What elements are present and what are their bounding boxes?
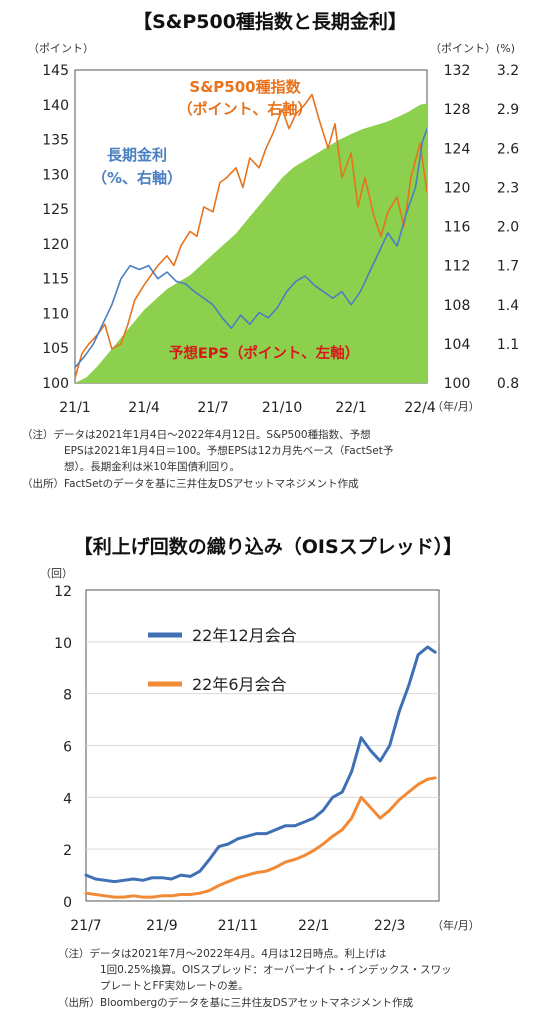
chart1-sp500-line-group (74, 93, 428, 379)
left-tick-label: 145 (42, 63, 69, 79)
x-tick-label: 21/11 (218, 918, 258, 934)
chart1-right-ticks-sp: 100 104 108 112 116 120 124 128 132 (444, 63, 471, 392)
x-tick-label: 21/7 (70, 918, 101, 934)
dec-meeting-line (84, 645, 437, 884)
right-tick-label-rate: 1.4 (497, 298, 519, 314)
y-tick-label: 10 (54, 636, 72, 652)
right-tick-label-rate: 2.6 (497, 141, 519, 157)
y-tick-label: 6 (63, 740, 72, 756)
chart1-right-unit-far: (%) (496, 42, 515, 55)
chart2-gridlines (86, 641, 439, 850)
annotation-rate-line2: （%、右軸） (92, 169, 182, 187)
x-tick-label: 21/4 (128, 400, 160, 416)
annotation-sp-line1: S&P500種指数 (189, 78, 301, 96)
chart2-note-1: （注）データは2021年7月～2022年4月。4月は12日時点。利上げは (58, 947, 386, 960)
chart1-x-ticks: 21/1 21/4 21/7 21/10 22/1 22/4 (59, 400, 436, 416)
right-tick-label-sp: 108 (444, 298, 471, 314)
annotation-rate-line1: 長期金利 (107, 146, 167, 164)
chart1-right-ticks-rate: 0.8 1.1 1.4 1.7 2.0 2.3 2.6 2.9 3.2 (497, 63, 519, 392)
chart2-y-ticks: 0 2 4 6 8 10 12 (54, 584, 72, 911)
left-tick-label: 105 (42, 341, 69, 357)
chart1-rate-line-group (74, 128, 428, 368)
right-tick-label-rate: 1.7 (497, 259, 519, 275)
chart1-eps-area-group (75, 103, 427, 384)
left-tick-label: 135 (42, 133, 69, 149)
y-tick-label: 12 (54, 584, 72, 600)
chart1-note-3: 想）。長期金利は米10年国債利回り。 (64, 460, 240, 473)
right-tick-label-rate: 2.0 (497, 220, 519, 236)
chart2-note-3: プレートとFF実効レートの差。 (100, 979, 249, 992)
annotation-sp-line2: （ポイント、右軸） (178, 100, 313, 118)
left-tick-label: 100 (42, 376, 69, 392)
right-tick-label-sp: 112 (444, 259, 471, 275)
left-tick-label: 130 (42, 167, 69, 183)
x-tick-label: 22/4 (404, 400, 436, 416)
y-tick-label: 8 (63, 688, 72, 704)
left-tick-label: 125 (42, 202, 69, 218)
right-tick-label-sp: 116 (444, 220, 471, 236)
legend-label-dec: 22年12月会合 (192, 626, 297, 645)
chart1-left-ticks: 100 105 110 115 120 125 130 135 140 145 (42, 63, 69, 392)
chart1-period-unit: （年/月） (432, 399, 480, 413)
left-tick-label: 115 (42, 272, 69, 288)
rate-line (74, 128, 428, 368)
right-tick-label-rate: 2.3 (497, 180, 519, 196)
x-tick-label: 21/9 (146, 918, 177, 934)
right-tick-label-sp: 120 (444, 180, 471, 196)
chart1-right-unit-mid: （ポイント） (430, 42, 496, 55)
chart2-series-group (84, 645, 437, 899)
x-tick-label: 21/7 (197, 400, 228, 416)
chart1-source: （出所）FactSetのデータを基に三井住友DSアセットマネジメント作成 (22, 477, 359, 490)
right-tick-label-rate: 0.8 (497, 376, 519, 392)
right-tick-label-sp: 104 (444, 337, 471, 353)
left-tick-label: 140 (42, 98, 69, 114)
x-tick-label: 22/3 (374, 918, 405, 934)
y-tick-label: 2 (63, 843, 72, 859)
x-tick-label: 21/1 (59, 400, 90, 416)
chart2-y-unit: （回） (40, 567, 73, 580)
y-tick-label: 4 (63, 791, 72, 807)
chart2-title: 【利上げ回数の織り込み（OISスプレッド）】 (74, 535, 462, 558)
eps-area (75, 103, 427, 384)
chart2-x-ticks: 21/7 21/9 21/11 22/1 22/3 (70, 918, 405, 934)
right-tick-label-rate: 2.9 (497, 102, 519, 118)
right-tick-label-rate: 1.1 (497, 337, 519, 353)
left-tick-label: 110 (42, 306, 69, 322)
left-tick-label: 120 (42, 237, 69, 253)
x-tick-label: 22/1 (298, 918, 329, 934)
jun-meeting-line (84, 776, 437, 899)
chart2-source: （出所）Bloombergのデータを基に三井住友DSアセットマネジメント作成 (58, 996, 414, 1009)
chart1-left-unit: （ポイント） (28, 42, 94, 55)
chart2-period-unit: （年/月） (432, 918, 480, 932)
chart1-note-1: （注）データは2021年1月4日～2022年4月12日。S&P500種指数、予想 (22, 428, 371, 441)
y-tick-label: 0 (63, 895, 72, 911)
legend-label-jun: 22年6月会合 (192, 675, 287, 694)
chart2-note-2: 1回0.25%換算。OISスプレッド：オーバーナイト・インデックス・スワッ (100, 963, 452, 976)
right-tick-label-sp: 100 (444, 376, 471, 392)
x-tick-label: 22/1 (335, 400, 366, 416)
right-tick-label-rate: 3.2 (497, 63, 519, 79)
right-tick-label-sp: 132 (444, 63, 471, 79)
chart2-legend: 22年12月会合 22年6月会合 (148, 626, 297, 694)
x-tick-label: 21/10 (262, 400, 302, 416)
sp500-line (74, 93, 428, 379)
right-tick-label-sp: 128 (444, 102, 471, 118)
right-tick-label-sp: 124 (444, 141, 471, 157)
annotation-eps: 予想EPS（ポイント、左軸） (169, 344, 359, 362)
chart1-note-2: EPSは2021年1月4日＝100。予想EPSは12カ月先ベース（FactSet… (64, 444, 393, 457)
chart1-title: 【S&P500種指数と長期金利】 (133, 10, 407, 33)
